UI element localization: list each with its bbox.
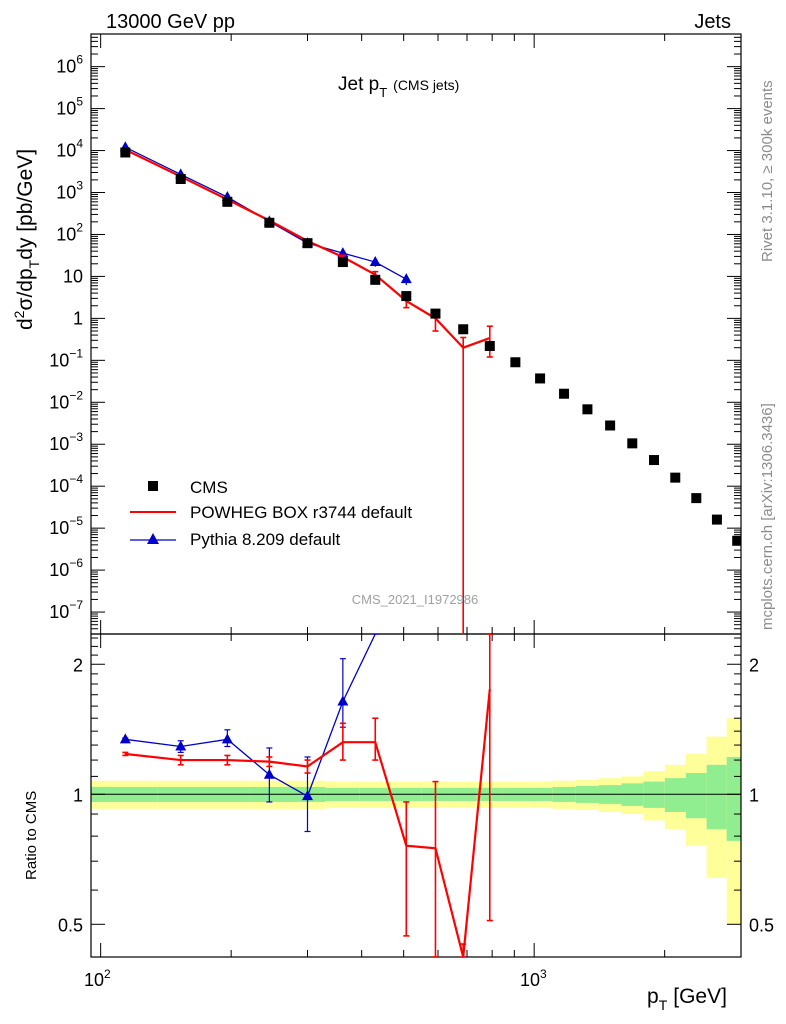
cms-data-point bbox=[401, 291, 412, 302]
legend-marker-pythia bbox=[147, 533, 159, 544]
main-y-tick-label: 10−5 bbox=[49, 514, 83, 538]
ratio-y-tick-label: 2 bbox=[73, 655, 83, 675]
ratio-y-tick-label-right: 0.5 bbox=[749, 915, 774, 935]
legend-label-pythia: Pythia 8.209 default bbox=[190, 530, 341, 549]
pythia-ratio-point bbox=[221, 733, 233, 744]
pythia-line bbox=[125, 146, 407, 280]
analysis-watermark: CMS_2021_I1972986 bbox=[352, 592, 479, 607]
main-y-tick-label: 10−1 bbox=[49, 346, 83, 370]
main-panel-frame bbox=[90, 33, 742, 635]
ratio-band-inner bbox=[726, 756, 741, 841]
cms-data-point bbox=[120, 147, 131, 158]
cms-data-point bbox=[222, 196, 233, 207]
cms-data-point bbox=[458, 324, 469, 335]
pythia-ratio-line bbox=[125, 634, 376, 798]
cms-data-point bbox=[649, 455, 660, 466]
cms-data-point bbox=[430, 308, 441, 319]
ratio-y-tick-label-right: 2 bbox=[749, 655, 759, 675]
cms-data-point bbox=[670, 472, 681, 483]
header-left: 13000 GeV pp bbox=[106, 11, 235, 33]
ratio-band-inner bbox=[685, 773, 707, 819]
cms-data-point bbox=[337, 257, 348, 268]
main-panel-marks bbox=[119, 141, 741, 634]
cms-data-point bbox=[582, 404, 593, 415]
main-y-tick-label: 1 bbox=[73, 308, 83, 328]
cms-data-point bbox=[605, 420, 616, 431]
header-right: Jets bbox=[694, 11, 731, 33]
main-y-tick-label: 104 bbox=[56, 137, 83, 161]
side-label-rivet: Rivet 3.1.10, ≥ 300k events bbox=[759, 80, 776, 262]
main-y-tick-label: 10 bbox=[63, 266, 83, 286]
ratio-panel-frame bbox=[90, 633, 742, 958]
main-y-tick-label: 106 bbox=[56, 53, 83, 77]
pythia-ratio-point bbox=[337, 695, 349, 706]
cms-data-point bbox=[264, 217, 275, 228]
main-y-tick-label: 10−2 bbox=[49, 388, 83, 412]
main-y-tick-label: 10−3 bbox=[49, 430, 83, 454]
x-tick-label-100: 102 bbox=[84, 967, 111, 990]
main-y-tick-label: 10−6 bbox=[49, 556, 83, 580]
ratio-band-inner bbox=[664, 778, 686, 812]
cms-data-point bbox=[559, 388, 570, 399]
cms-data-point bbox=[691, 493, 702, 504]
cms-data-point bbox=[175, 173, 186, 184]
cms-data-point bbox=[535, 373, 546, 384]
main-y-tick-label: 103 bbox=[56, 179, 83, 203]
side-label-mcplots: mcplots.cern.ch [arXiv:1306.3436] bbox=[759, 403, 776, 630]
x-tick-label-1000: 103 bbox=[520, 967, 547, 990]
pythia-ratio-point bbox=[119, 733, 131, 744]
legend-label-cms: CMS bbox=[190, 478, 228, 497]
pythia-ratio-point bbox=[175, 740, 187, 751]
ratio-y-tick-label-right: 1 bbox=[749, 785, 759, 805]
main-y-tick-label: 105 bbox=[56, 95, 83, 119]
cms-data-point bbox=[302, 238, 313, 249]
ratio-panel-marks bbox=[119, 634, 493, 957]
ratio-y-tick-label: 0.5 bbox=[58, 915, 83, 935]
main-y-tick-label: 10−4 bbox=[49, 472, 83, 496]
x-axis-label: pT [GeV] bbox=[647, 985, 727, 1013]
pythia-point bbox=[400, 273, 412, 284]
cms-data-point bbox=[484, 340, 495, 351]
main-y-tick-label: 102 bbox=[56, 220, 83, 244]
legend-marker-cms bbox=[148, 481, 158, 491]
main-y-tick-label: 10−7 bbox=[49, 598, 83, 622]
cms-data-point bbox=[510, 357, 521, 368]
pythia-ratio-point bbox=[301, 790, 313, 801]
ratio-uncertainty-bands bbox=[91, 718, 741, 925]
cms-data-point bbox=[711, 514, 722, 525]
pythia-ratio-point bbox=[263, 768, 275, 779]
ratio-y-tick-label: 1 bbox=[73, 785, 83, 805]
cms-data-point bbox=[627, 438, 638, 449]
legend-label-powheg: POWHEG BOX r3744 default bbox=[190, 503, 412, 522]
cms-data-point bbox=[370, 274, 381, 285]
cms-data-point bbox=[732, 535, 741, 546]
axis-ticks: 10−7 10−6 10−5 10−4 10−3 10−2 10−1 1 10 102 103 104… bbox=[49, 33, 774, 957]
chart-marks bbox=[119, 141, 741, 957]
plot-title: Jet pT (CMS jets) bbox=[338, 74, 459, 100]
plot-frames bbox=[90, 33, 742, 958]
legend: CMS POWHEG BOX r3744 default Pythia 8.20… bbox=[130, 478, 412, 549]
pythia-point bbox=[369, 256, 381, 267]
ratio-y-axis-label: Ratio to CMS bbox=[23, 791, 40, 880]
main-y-axis-label: d2σ/dpTdy [pb/GeV] bbox=[11, 149, 42, 330]
ratio-band-inner bbox=[706, 764, 727, 830]
